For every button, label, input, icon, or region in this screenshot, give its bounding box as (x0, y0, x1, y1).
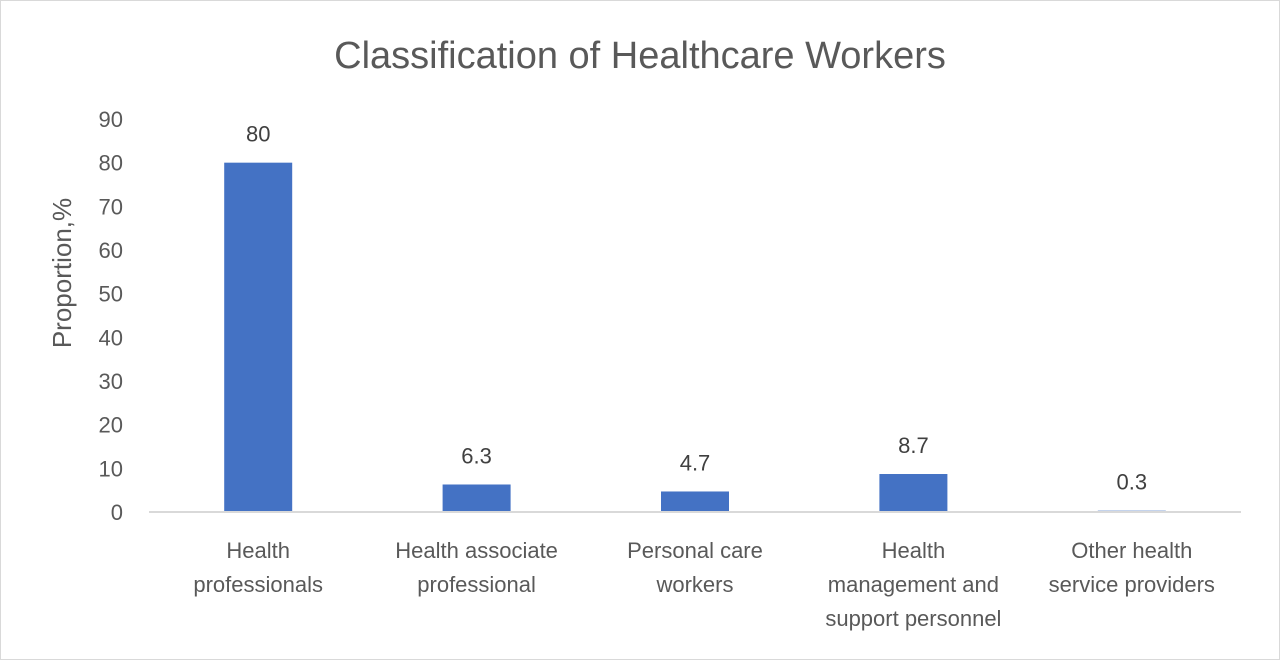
bar (224, 162, 293, 512)
y-tick-label: 50 (99, 282, 123, 307)
data-label: 0.3 (1117, 470, 1148, 495)
y-axis-title: Proportion,% (47, 198, 77, 348)
y-tick-label: 30 (99, 369, 123, 394)
y-tick-label: 10 (99, 456, 123, 481)
data-label: 4.7 (680, 450, 711, 475)
category-label-line: Health (226, 538, 290, 563)
category-label-line: professionals (193, 572, 323, 597)
category-label-line: professional (417, 572, 536, 597)
category-label: Health management and support personnel (825, 538, 1001, 631)
y-tick-label: 40 (99, 325, 123, 350)
category-label-line: Other health (1071, 538, 1192, 563)
chart-title: Classification of Healthcare Workers (334, 35, 946, 77)
bars-group (224, 162, 1166, 512)
category-label-line: Personal care (627, 538, 763, 563)
category-label-line: Health associate (395, 538, 558, 563)
bar (879, 474, 948, 512)
category-label-line: service providers (1049, 572, 1215, 597)
data-label: 80 (246, 122, 270, 147)
category-label: Health associate professional (395, 538, 558, 597)
y-tick-label: 70 (99, 194, 123, 219)
bar (661, 491, 729, 512)
category-label-line: workers (655, 572, 733, 597)
y-axis-ticks: 0 10 20 30 40 50 60 70 80 90 (99, 107, 123, 525)
y-tick-label: 80 (99, 151, 123, 176)
data-label: 8.7 (898, 433, 929, 458)
category-label-line: management and (828, 572, 999, 597)
category-labels-group: Health professionals Health associate profe… (193, 538, 1215, 631)
y-tick-label: 0 (111, 500, 123, 525)
y-tick-label: 90 (99, 107, 123, 132)
y-tick-label: 60 (99, 238, 123, 263)
category-label-line: Health (882, 538, 946, 563)
y-tick-label: 20 (99, 413, 123, 438)
category-label-line: support personnel (825, 606, 1001, 631)
bar (442, 484, 511, 512)
category-label: Personal care workers (627, 538, 763, 597)
category-label: Other health service providers (1049, 538, 1215, 597)
data-labels-group: 80 6.3 4.7 8.7 0.3 (246, 122, 1147, 495)
data-label: 6.3 (461, 443, 492, 468)
category-label: Health professionals (193, 538, 323, 597)
